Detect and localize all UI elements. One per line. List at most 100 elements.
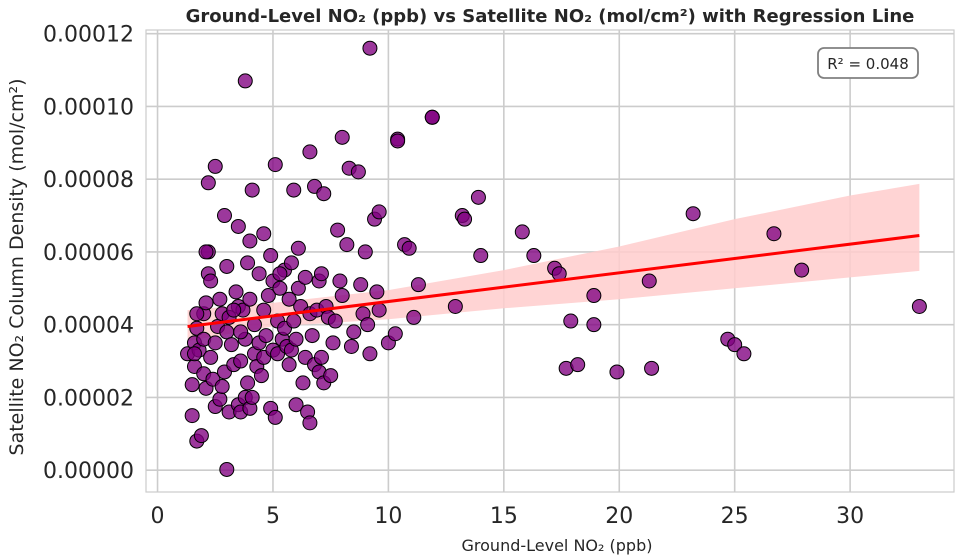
data-point <box>203 349 219 365</box>
chart-title: Ground-Level NO₂ (ppb) vs Satellite NO₂ … <box>186 6 915 27</box>
data-point <box>302 144 318 160</box>
data-point <box>447 298 463 314</box>
data-point <box>316 186 332 202</box>
data-point <box>281 357 297 373</box>
data-point <box>286 313 302 329</box>
data-point <box>251 266 267 282</box>
data-point <box>283 255 299 271</box>
data-point <box>334 288 350 304</box>
data-point <box>410 277 426 293</box>
data-point <box>369 284 385 300</box>
data-point <box>226 302 242 318</box>
data-point <box>295 375 311 391</box>
data-point <box>240 255 256 271</box>
x-tick-label: 0 <box>151 504 165 529</box>
data-point <box>267 157 283 173</box>
data-point <box>641 273 657 289</box>
data-points-layer <box>180 40 927 477</box>
data-point <box>563 313 579 329</box>
y-tick-label: 0.00004 <box>43 314 134 339</box>
data-point <box>401 240 417 256</box>
data-point <box>473 248 489 264</box>
data-point <box>214 379 230 395</box>
data-point <box>242 233 258 249</box>
data-point <box>281 291 297 307</box>
data-point <box>302 415 318 431</box>
data-point <box>736 346 752 362</box>
data-point <box>332 273 348 289</box>
x-tick-label: 5 <box>266 504 280 529</box>
data-point <box>272 266 288 282</box>
data-point <box>228 284 244 300</box>
data-point <box>390 133 406 149</box>
data-point <box>219 461 235 477</box>
x-tick-label: 25 <box>721 504 749 529</box>
data-point <box>644 360 660 376</box>
data-point <box>406 309 422 325</box>
data-point <box>362 40 378 56</box>
data-point <box>288 331 304 347</box>
data-point <box>470 189 486 205</box>
data-point <box>325 335 341 351</box>
data-point <box>586 317 602 333</box>
data-point <box>685 206 701 222</box>
data-point <box>371 302 387 318</box>
data-point <box>327 313 343 329</box>
data-point <box>189 306 205 322</box>
data-point <box>911 298 927 314</box>
annotation-text: R² = 0.048 <box>827 55 908 73</box>
data-point <box>586 288 602 304</box>
tick-labels-layer: 0 5 10 15 20 25 30 0.00000 0.00002 0.00004 0.00006… <box>43 23 864 529</box>
data-point <box>256 226 272 242</box>
data-point <box>526 248 542 264</box>
y-axis-label: Satellite NO₂ Column Density (mol/cm²) <box>6 79 28 456</box>
data-point <box>362 346 378 362</box>
regression-line-layer <box>187 234 920 328</box>
data-point <box>272 280 288 296</box>
data-point <box>794 262 810 278</box>
data-point <box>223 337 239 353</box>
data-point <box>323 368 339 384</box>
x-tick-label: 15 <box>490 504 518 529</box>
data-point <box>353 277 369 293</box>
data-point <box>184 408 200 424</box>
data-point <box>357 244 373 260</box>
data-point <box>207 158 223 174</box>
plot-frame <box>145 29 955 493</box>
data-point <box>286 182 302 198</box>
data-point <box>184 377 200 393</box>
data-point <box>514 224 530 240</box>
data-point <box>290 240 306 256</box>
data-point <box>313 349 329 365</box>
data-point <box>339 237 355 253</box>
data-point <box>330 222 346 238</box>
data-point <box>350 164 366 180</box>
y-tick-label: 0.00000 <box>43 459 134 484</box>
y-tick-label: 0.00008 <box>43 168 134 193</box>
data-point <box>297 269 313 285</box>
data-point <box>457 211 473 227</box>
data-point <box>334 129 350 145</box>
data-point <box>207 335 223 351</box>
data-point <box>360 317 376 333</box>
data-point <box>198 244 214 260</box>
data-point <box>193 428 209 444</box>
data-point <box>263 248 279 264</box>
data-point <box>304 328 320 344</box>
data-point <box>233 324 249 340</box>
data-point <box>609 364 625 380</box>
data-point <box>288 397 304 413</box>
x-tick-label: 20 <box>605 504 633 529</box>
y-tick-label: 0.00010 <box>43 95 134 120</box>
data-point <box>387 326 403 342</box>
data-point <box>313 266 329 282</box>
regression-line <box>187 234 920 328</box>
data-point <box>200 175 216 191</box>
data-point <box>230 218 246 234</box>
data-point <box>244 389 260 405</box>
data-point <box>186 346 202 362</box>
data-point <box>570 357 586 373</box>
x-axis-label: Ground-Level NO₂ (ppb) <box>462 536 653 555</box>
data-point <box>290 280 306 296</box>
